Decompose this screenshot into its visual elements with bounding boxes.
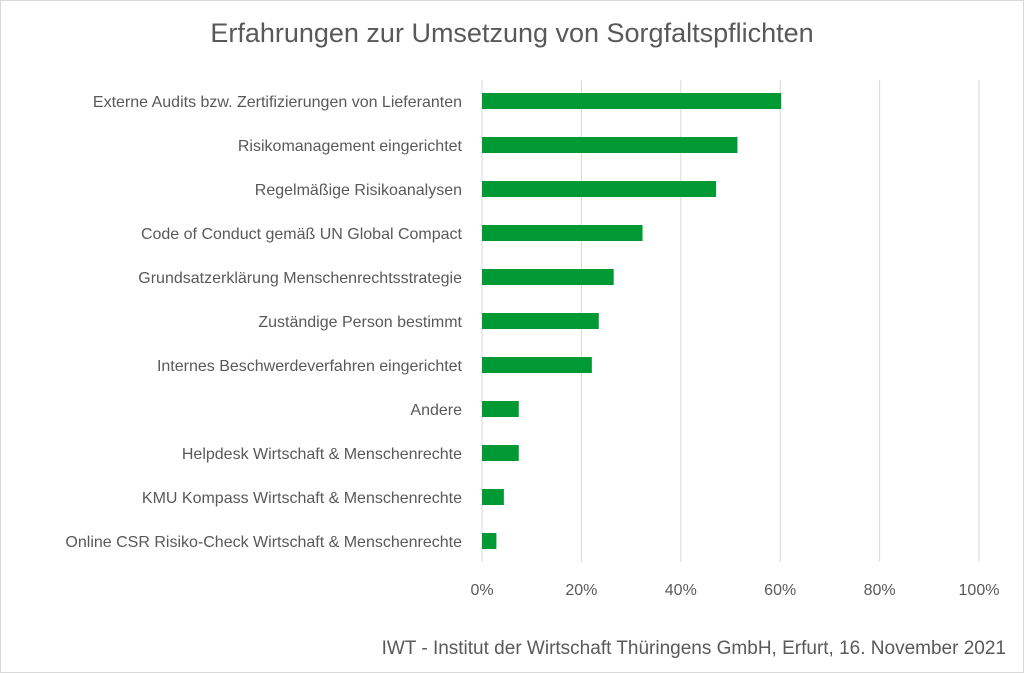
- bar: [482, 137, 738, 153]
- bar: [482, 181, 717, 197]
- category-label: Helpdesk Wirtschaft & Menschenrechte: [182, 446, 462, 463]
- bar: [482, 313, 599, 329]
- bar: [482, 445, 519, 461]
- category-labels: Externe Audits bzw. Zertifizierungen von…: [65, 94, 462, 551]
- category-label: Andere: [410, 402, 462, 419]
- category-label: Code of Conduct gemäß UN Global Compact: [141, 226, 463, 243]
- bar: [482, 357, 592, 373]
- x-tick-label: 80%: [864, 582, 896, 599]
- x-tick-label: 100%: [959, 582, 1000, 599]
- chart-title: Erfahrungen zur Umsetzung von Sorgfaltsp…: [210, 18, 814, 48]
- category-label: Risikomanagement eingerichtet: [238, 138, 463, 155]
- category-label: Internes Beschwerdeverfahren eingerichte…: [157, 358, 463, 375]
- x-tick-label: 60%: [764, 582, 796, 599]
- category-label: Online CSR Risiko-Check Wirtschaft & Men…: [65, 534, 462, 551]
- bar: [482, 401, 519, 417]
- bar: [482, 489, 504, 505]
- x-tick-label: 0%: [470, 582, 493, 599]
- category-label: Regelmäßige Risikoanalysen: [255, 182, 462, 199]
- bars: [482, 93, 782, 549]
- category-label: KMU Kompass Wirtschaft & Menschenrechte: [142, 490, 462, 507]
- category-label: Grundsatzerklärung Menschenrechtsstrateg…: [138, 270, 462, 287]
- source-note: IWT - Institut der Wirtschaft Thüringens…: [381, 638, 1006, 659]
- x-tick-label: 40%: [665, 582, 697, 599]
- x-tick-label: 20%: [565, 582, 597, 599]
- bar: [482, 93, 782, 109]
- bar: [482, 269, 614, 285]
- x-axis-tick-labels: 0% 20% 40% 60% 80% 100%: [470, 582, 999, 599]
- category-label: Externe Audits bzw. Zertifizierungen von…: [93, 94, 462, 111]
- category-label: Zuständige Person bestimmt: [258, 314, 462, 331]
- bar: [482, 225, 643, 241]
- bar: [482, 533, 497, 549]
